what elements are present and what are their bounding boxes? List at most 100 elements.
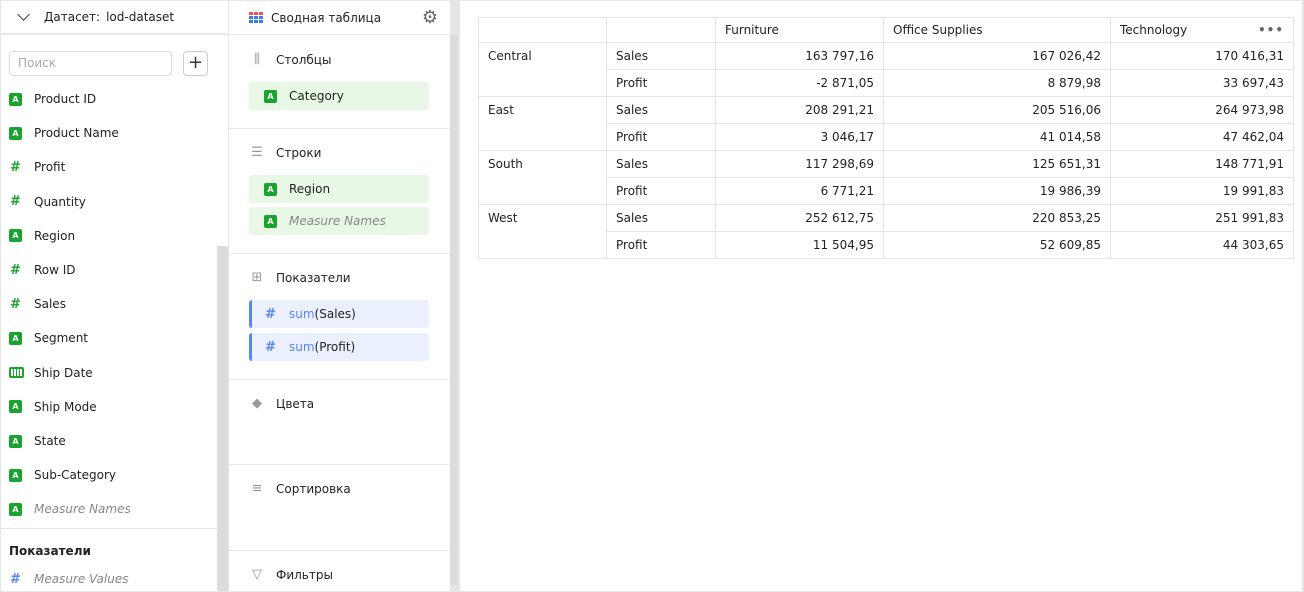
scrollbar[interactable] [217, 246, 228, 591]
grid-cell [254, 20, 258, 23]
viz-selector[interactable]: Сводная таблица ⚙ [229, 1, 450, 35]
field-label: Sales [34, 297, 66, 312]
hash-icon: # [10, 262, 21, 278]
chevron-down-icon[interactable] [17, 8, 30, 21]
measures-icon: ⊞ [251, 270, 263, 285]
value-cell: 117 298,69 [715, 150, 884, 178]
measure-cell: Sales [606, 42, 716, 70]
section-filters[interactable]: ▽ Фильтры [229, 551, 450, 591]
table-row: Profit 11 504,95 52 609,85 44 303,65 [479, 231, 1294, 259]
string-icon: A [264, 182, 277, 196]
section-sort[interactable]: ≡ Сортировка [229, 465, 450, 551]
header-cell [606, 17, 716, 43]
table-row: Profit -2 871,05 8 879,98 33 697,43 [479, 69, 1294, 97]
field-item[interactable]: A Region [9, 226, 75, 246]
value-cell: -2 871,05 [715, 69, 884, 97]
field-item[interactable]: A Product ID [9, 89, 96, 109]
chip-sum-profit[interactable]: # sum (Profit) [249, 333, 429, 361]
section-colors[interactable]: ◆ Цвета [229, 380, 450, 465]
string-icon: A [9, 331, 22, 345]
value-cell: 52 609,85 [883, 231, 1111, 259]
table-row: South Sales 117 298,69 125 651,31 148 771,91 [478, 150, 1294, 205]
value-cell: 47 462,04 [1110, 123, 1294, 151]
wizard-panel: Сводная таблица ⚙ ⫼ Столбцы A Category ☰ Ст… [229, 1, 450, 591]
section-title: Столбцы [276, 52, 332, 67]
scrollbar[interactable] [450, 35, 458, 585]
field-item[interactable]: A Segment [9, 328, 88, 348]
dataset-header[interactable]: Датасет: lod-dataset [1, 1, 228, 35]
measure-cell: Profit [606, 123, 716, 151]
field-item[interactable]: A State [9, 431, 66, 451]
chip-sum-sales[interactable]: # sum (Sales) [249, 300, 429, 328]
field-item[interactable]: Ship Date [9, 363, 93, 383]
value-cell: 44 303,65 [1110, 231, 1294, 259]
pivot-table-icon [249, 12, 263, 23]
chip-label: (Sales) [314, 307, 356, 321]
column-header[interactable]: Furniture [715, 17, 884, 43]
table-row: Profit 6 771,21 19 986,39 19 991,83 [479, 177, 1294, 205]
more-icon[interactable]: ••• [1257, 23, 1284, 37]
viz-title: Сводная таблица [271, 10, 382, 25]
measure-cell: Profit [606, 69, 716, 97]
value-cell: 19 991,83 [1110, 177, 1294, 205]
field-item[interactable]: # Profit [9, 157, 65, 177]
field-measure-values[interactable]: # Measure Values [9, 569, 128, 589]
rows-icon: ☰ [251, 145, 263, 160]
field-label: Ship Mode [34, 399, 97, 414]
string-icon: A [9, 502, 22, 516]
chip-region[interactable]: A Region [249, 175, 429, 203]
field-item[interactable]: A Product Name [9, 123, 119, 143]
value-cell: 220 853,25 [883, 204, 1111, 232]
filter-icon: ▽ [252, 567, 262, 582]
dataset-panel: Датасет: lod-dataset Поиск + A Product ID… [1, 1, 228, 591]
add-field-button[interactable]: + [183, 51, 208, 76]
field-label: Segment [34, 331, 88, 346]
column-header[interactable]: Technology ••• [1110, 17, 1294, 43]
chip-measure-names[interactable]: A Measure Names [249, 207, 429, 235]
string-icon: A [9, 229, 22, 243]
column-header-label: Technology [1120, 23, 1188, 37]
grid-cell [259, 20, 263, 23]
field-label: Measure Values [34, 572, 129, 586]
value-cell: 208 291,21 [715, 96, 884, 124]
field-label: Ship Date [34, 365, 93, 380]
hash-icon: # [265, 306, 276, 322]
string-icon: A [264, 214, 277, 228]
measure-cell: Sales [606, 96, 716, 124]
grid-cell [249, 16, 253, 19]
field-label: Quantity [34, 194, 86, 209]
string-icon: A [9, 400, 22, 414]
chip-category[interactable]: A Category [249, 82, 429, 110]
section-title: Сортировка [276, 481, 351, 496]
grid-cell [249, 12, 253, 15]
pivot-table: Furniture Office Supplies Technology ••• … [478, 17, 1294, 259]
region-cell: West [478, 204, 607, 259]
value-cell: 125 651,31 [883, 150, 1111, 178]
value-cell: 6 771,21 [715, 177, 884, 205]
table-row: Profit 3 046,17 41 014,58 47 462,04 [479, 123, 1294, 151]
field-item[interactable]: A Sub-Category [9, 465, 116, 485]
grid-cell [249, 20, 253, 23]
grid-cell [259, 16, 263, 19]
value-cell: 19 986,39 [883, 177, 1111, 205]
dataset-name[interactable]: lod-dataset [106, 10, 175, 24]
value-cell: 251 991,83 [1110, 204, 1294, 232]
column-header[interactable]: Office Supplies [883, 17, 1111, 43]
measures-heading: Показатели [9, 544, 91, 558]
sort-icon: ≡ [251, 481, 263, 496]
field-item[interactable]: A Ship Mode [9, 397, 97, 417]
search-input[interactable]: Поиск [9, 51, 172, 76]
hash-icon: # [10, 194, 21, 210]
field-item[interactable]: # Quantity [9, 192, 86, 212]
chip-label: Region [289, 182, 331, 196]
field-item[interactable]: A Measure Names [9, 499, 131, 519]
section-title: Показатели [276, 270, 351, 285]
field-label: Row ID [34, 263, 76, 277]
value-cell: 170 416,31 [1110, 42, 1294, 70]
field-item[interactable]: # Row ID [9, 260, 76, 280]
value-cell: 167 026,42 [883, 42, 1111, 70]
field-item[interactable]: # Sales [9, 294, 66, 314]
string-icon: A [9, 126, 22, 140]
gear-icon[interactable]: ⚙ [421, 7, 438, 28]
value-cell: 3 046,17 [715, 123, 884, 151]
